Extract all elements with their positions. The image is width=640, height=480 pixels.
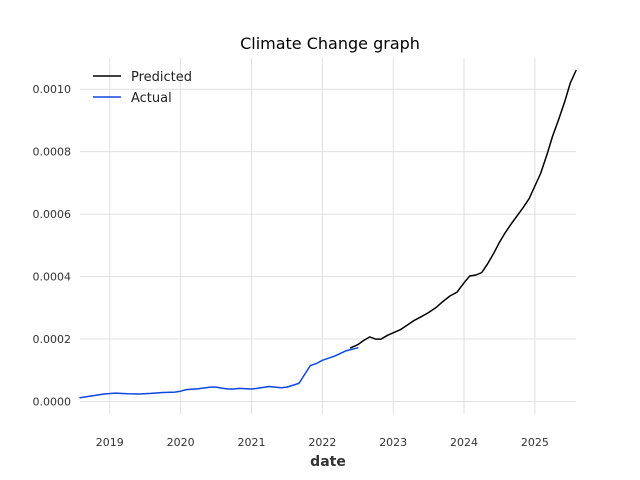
legend-label: Predicted: [131, 70, 192, 85]
x-tick-label: 2025: [521, 436, 549, 449]
grid: [80, 58, 576, 414]
x-tick-label: 2022: [308, 436, 336, 449]
y-tick-label: 0.0004: [33, 271, 72, 284]
x-axis-ticks: 2019 2020 2021 2022 2023 2024 2025: [96, 436, 549, 449]
y-axis-ticks: 0.0000 0.0002 0.0004 0.0006 0.0008 0.0010: [33, 83, 72, 408]
x-tick-label: 2021: [237, 436, 265, 449]
series-line-predicted: [349, 69, 577, 349]
y-tick-label: 0.0008: [33, 146, 72, 159]
y-tick-label: 0.0002: [33, 333, 72, 346]
legend: Predicted Actual: [93, 70, 192, 106]
y-tick-label: 0.0006: [33, 208, 72, 221]
x-tick-label: 2020: [167, 436, 195, 449]
y-tick-label: 0.0000: [33, 396, 72, 409]
legend-label: Actual: [131, 91, 172, 106]
x-axis-label: date: [310, 454, 346, 470]
x-tick-label: 2019: [96, 436, 124, 449]
series-lines: [79, 69, 577, 399]
chart-title: Climate Change graph: [240, 34, 420, 53]
y-tick-label: 0.0010: [33, 83, 72, 96]
x-tick-label: 2023: [379, 436, 407, 449]
x-tick-label: 2024: [450, 436, 478, 449]
series-line-actual: [79, 347, 359, 399]
